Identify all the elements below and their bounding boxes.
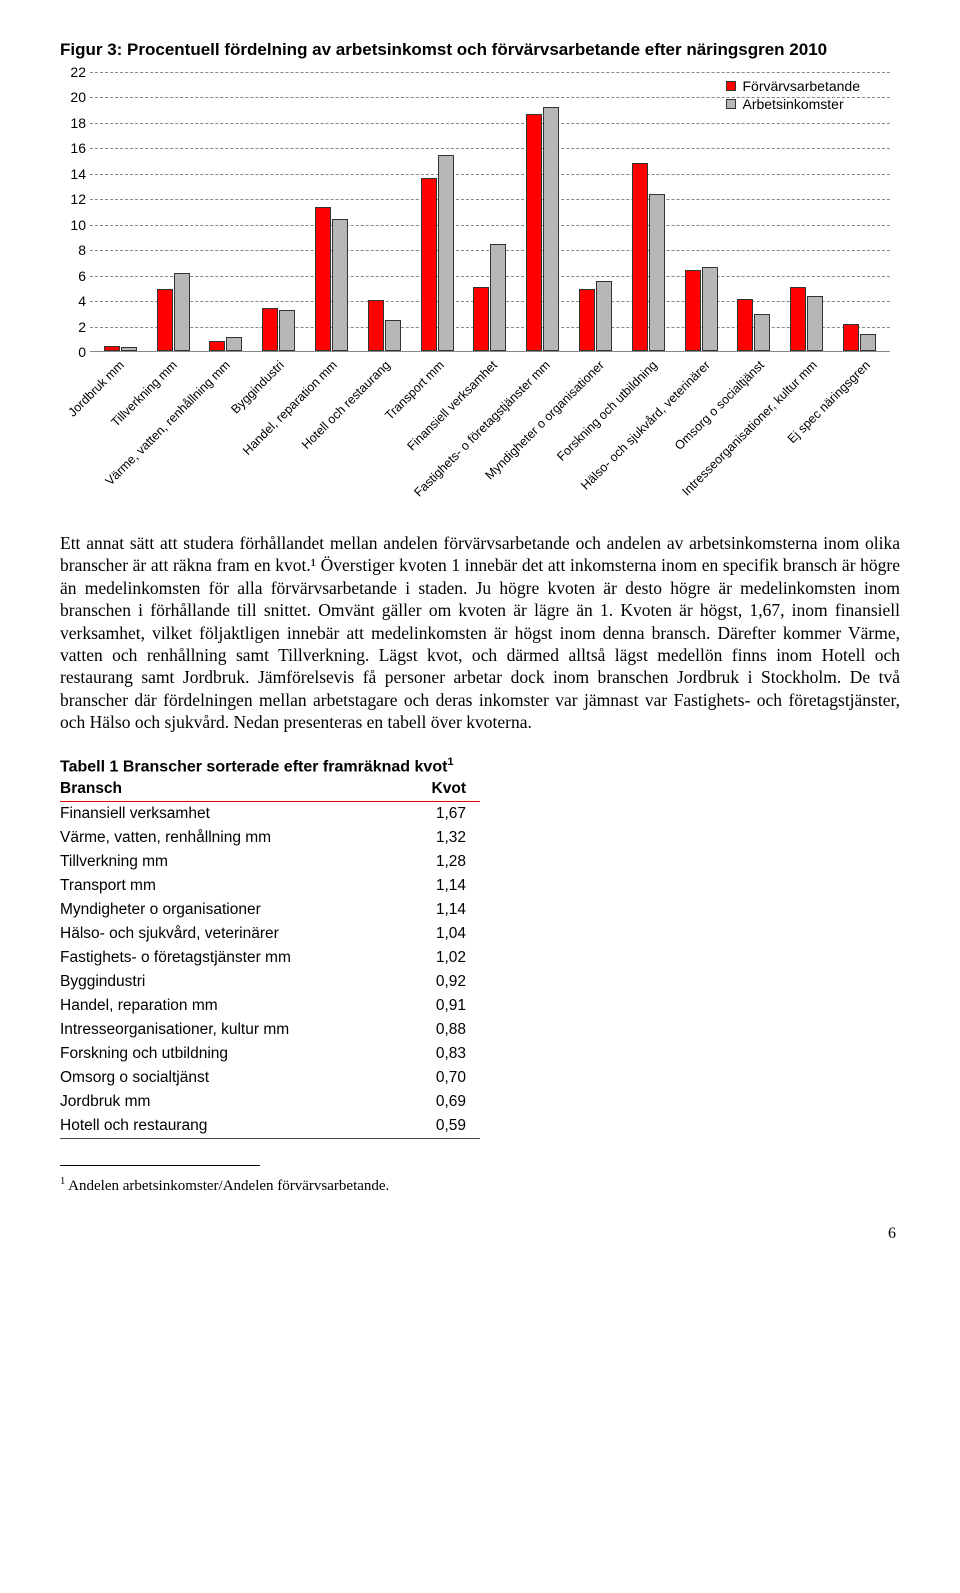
table-row: Handel, reparation mm0,91 bbox=[60, 994, 480, 1018]
bar-group bbox=[147, 273, 200, 351]
table-row: Transport mm1,14 bbox=[60, 874, 480, 898]
chart-legend: Förvärvsarbetande Arbetsinkomster bbox=[726, 78, 860, 114]
col-bransch: Bransch bbox=[60, 778, 409, 802]
table-row: Fastighets- o företagstjänster mm1,02 bbox=[60, 946, 480, 970]
x-axis-label: Hotell och restaurang bbox=[357, 354, 410, 494]
y-tick: 10 bbox=[60, 217, 86, 233]
bar-group bbox=[516, 107, 569, 351]
legend-label-0: Förvärvsarbetande bbox=[742, 78, 860, 94]
x-axis-label: Värme, vatten, renhållning mm bbox=[197, 354, 250, 494]
bar-group bbox=[358, 300, 411, 351]
table-row: Tillverkning mm1,28 bbox=[60, 850, 480, 874]
footnote: 1 Andelen arbetsinkomster/Andelen förvär… bbox=[60, 1176, 900, 1195]
footnote-divider bbox=[60, 1165, 260, 1166]
y-tick: 0 bbox=[60, 344, 86, 360]
table-row: Värme, vatten, renhållning mm1,32 bbox=[60, 826, 480, 850]
col-kvot: Kvot bbox=[409, 778, 480, 802]
body-paragraph: Ett annat sätt att studera förhållandet … bbox=[60, 532, 900, 734]
y-tick: 16 bbox=[60, 140, 86, 156]
bar-chart: 0246810121416182022 Förvärvsarbetande Ar… bbox=[60, 72, 900, 492]
bar-group bbox=[200, 337, 253, 351]
bar-group bbox=[411, 155, 464, 351]
bar-group bbox=[569, 281, 622, 351]
page-number: 6 bbox=[60, 1225, 900, 1243]
table-row: Finansiell verksamhet1,67 bbox=[60, 801, 480, 826]
bar-group bbox=[94, 346, 147, 351]
y-tick: 22 bbox=[60, 64, 86, 80]
bar-group bbox=[833, 324, 886, 351]
bar-group bbox=[252, 308, 305, 351]
y-tick: 20 bbox=[60, 89, 86, 105]
bar-group bbox=[675, 267, 728, 351]
x-axis-label: Ej spec näringsgren bbox=[837, 354, 890, 494]
y-tick: 6 bbox=[60, 268, 86, 284]
y-tick: 4 bbox=[60, 293, 86, 309]
table-row: Forskning och utbildning0,83 bbox=[60, 1042, 480, 1066]
y-tick: 2 bbox=[60, 319, 86, 335]
table-title: Tabell 1 Branscher sorterade efter framr… bbox=[60, 756, 900, 776]
table-row: Intresseorganisationer, kultur mm0,88 bbox=[60, 1018, 480, 1042]
y-tick: 12 bbox=[60, 191, 86, 207]
bar-group bbox=[305, 207, 358, 351]
table-row: Hälso- och sjukvård, veterinärer1,04 bbox=[60, 922, 480, 946]
table-row: Byggindustri0,92 bbox=[60, 970, 480, 994]
y-tick: 8 bbox=[60, 242, 86, 258]
table-row: Jordbruk mm0,69 bbox=[60, 1090, 480, 1114]
figure-title: Figur 3: Procentuell fördelning av arbet… bbox=[60, 40, 900, 60]
kvot-table: Bransch Kvot Finansiell verksamhet1,67Vä… bbox=[60, 778, 480, 1139]
legend-label-1: Arbetsinkomster bbox=[742, 96, 843, 112]
table-row: Omsorg o socialtjänst0,70 bbox=[60, 1066, 480, 1090]
table-row: Hotell och restaurang0,59 bbox=[60, 1114, 480, 1139]
y-tick: 14 bbox=[60, 166, 86, 182]
table-row: Myndigheter o organisationer1,14 bbox=[60, 898, 480, 922]
bar-group bbox=[622, 163, 675, 351]
bar-group bbox=[728, 299, 781, 351]
bar-group bbox=[780, 287, 833, 351]
bar-group bbox=[464, 244, 517, 351]
y-tick: 18 bbox=[60, 115, 86, 131]
